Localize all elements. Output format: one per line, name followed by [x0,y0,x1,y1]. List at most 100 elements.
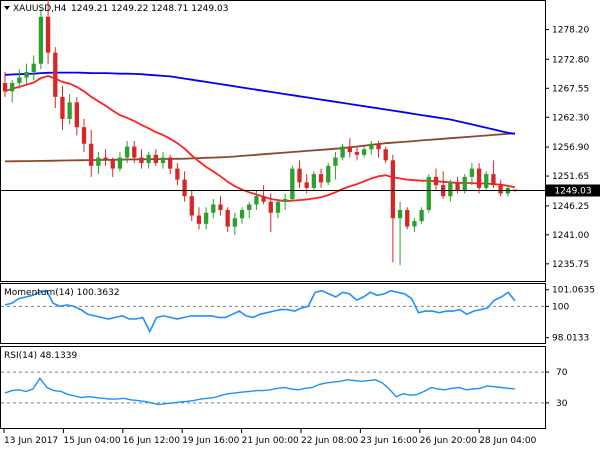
candle [311,171,317,191]
candle [117,152,123,172]
price-tick-label: 1241.00 [552,231,589,241]
candle-body [297,168,302,183]
candle [383,146,388,164]
candle-body [110,160,115,169]
candle-body [282,198,288,202]
ohlc-label: 1249.21 1249.22 1248.71 1249.03 [71,4,228,14]
momentum-y-axis: 101.0635 100 98.0133 [545,286,595,344]
price-tick-label: 1278.20 [552,25,589,35]
time-tick-label: 28 Jun 04:00 [479,436,536,446]
candle [232,212,238,235]
candle-body [254,196,259,205]
candle-body [160,157,166,164]
candle-body [81,127,87,144]
candle-body [347,146,352,153]
momentum-panel-frame [0,283,546,344]
price-tick-label: 1256.90 [552,143,589,153]
time-tick-label: 26 Jun 20:00 [420,436,477,446]
price-tick-label: 1235.75 [552,260,589,270]
price-tick-label: 1272.80 [552,55,589,65]
candle [247,201,252,219]
current-price-label: 1249.03 [554,187,591,197]
time-tick-label: 13 Jun 2017 [4,436,58,446]
candle [261,185,266,205]
candle [132,141,137,164]
candle [484,171,489,191]
candle-body [53,52,58,97]
candle [412,218,417,233]
price-tick-label: 1251.65 [552,172,589,182]
candle-body [268,201,273,213]
candle [376,141,381,158]
candle [124,141,130,164]
candle-body [139,157,144,164]
rsi-panel-frame [0,346,546,429]
candle-body [469,168,475,177]
candle-body [354,152,360,155]
candle-body [261,196,266,202]
time-tick-label: 21 Jun 00:00 [242,436,299,446]
momentum-tick-label: 101.0635 [552,286,595,296]
rsi-y-axis: 70 30 [545,368,568,409]
candle-body [124,146,130,158]
candle [67,94,72,125]
candle-body [484,174,489,188]
candle [153,149,158,166]
candle [491,160,496,188]
candle-body [31,63,36,72]
candle [139,149,144,169]
candle [110,157,115,177]
candle [218,196,223,216]
candle [426,174,431,213]
candle-body [405,210,410,227]
candle-body [455,182,460,191]
candle-body [448,182,453,197]
candle [239,207,245,224]
candle-body [275,201,281,213]
candle-body [326,165,331,183]
candle [53,47,58,108]
rsi-tick-label: 70 [556,368,568,378]
candle-body [168,157,173,169]
price-tick-label: 1267.55 [552,84,589,94]
momentum-tick-label: 100 [552,302,569,312]
candle [24,63,29,86]
candle-body [491,174,496,186]
candle [182,171,187,202]
candle [74,96,79,136]
candle [362,146,367,158]
candle-body [311,174,317,188]
candle [297,160,302,188]
price-candles [2,0,518,266]
candle [225,207,230,233]
candle-body [369,143,374,150]
candle [146,152,151,169]
candle-body [239,210,245,219]
candle-body [333,157,338,166]
candle-body [498,185,503,194]
candle-body [419,210,424,222]
candle [333,152,338,180]
candle [60,85,65,130]
candle [419,207,424,224]
momentum-panel: 101.0635 100 98.0133 Momentum(14) 100.3632 [0,283,595,344]
candle-body [218,204,223,210]
time-axis: 13 Jun 2017 15 Jun 04:00 16 Jun 12:00 19 Ju… [3,429,537,446]
candle-body [304,182,309,188]
candle-body [247,204,252,210]
dropdown-triangle-icon[interactable] [4,6,10,10]
candle [168,154,173,175]
candle-body [383,149,388,161]
candle [96,152,101,175]
price-tick-label: 1246.25 [552,202,589,212]
candle [397,201,403,266]
candle-body [476,168,482,188]
candle-body [196,215,202,224]
candle [268,193,273,233]
candle-body [38,16,44,64]
price-tick-label: 1262.30 [552,113,589,123]
candle [189,190,194,222]
current-price-tag [546,184,600,197]
time-tick-label: 22 Jun 08:00 [301,436,358,446]
rsi-levels [1,371,545,404]
